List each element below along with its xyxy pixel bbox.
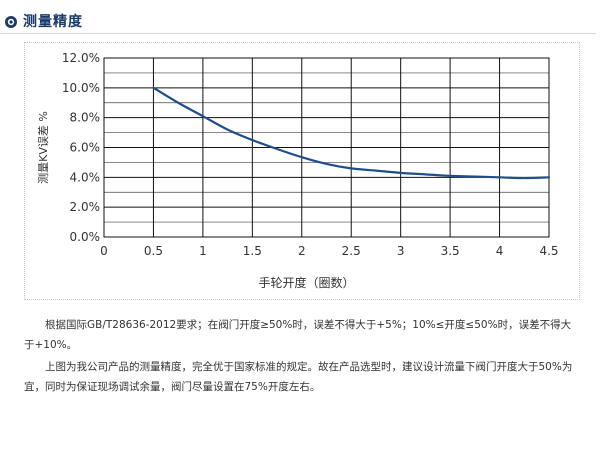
x-tick-label: 2 (298, 244, 306, 258)
x-axis-label: 手轮开度（圈数） (258, 275, 354, 290)
x-tick-label: 2.5 (342, 244, 361, 258)
y-tick-label: 10.0% (62, 81, 100, 95)
y-tick-label: 12.0% (62, 51, 100, 65)
y-tick-label: 4.0% (70, 170, 101, 184)
accuracy-series-line (152, 86, 551, 180)
section-header: 测量精度 (4, 10, 83, 32)
y-axis-label: 测量KV误差 % (36, 111, 50, 184)
description-paragraph: 上图为我公司产品的测量精度，完全优于国家标准的规定。故在产品选型时，建议设计流量… (24, 361, 573, 393)
accuracy-chart: 0.0% 2.0% 4.0% 6.0% 8.0% 10.0% 12.0% 0 0.5 1 1.5 2 2… (36, 51, 559, 290)
chart-panel: 0.0% 2.0% 4.0% 6.0% 8.0% 10.0% 12.0% 0 0.5 1 1.5 2 2… (24, 42, 580, 300)
x-tick-label: 1.5 (243, 244, 262, 258)
section-title: 测量精度 (23, 14, 83, 30)
circle-bullet-icon (4, 14, 18, 28)
x-tick-label: 0 (100, 244, 108, 258)
plot-frame (103, 57, 550, 238)
x-tick-label: 4 (496, 244, 504, 258)
x-tick-label: 4.5 (539, 244, 558, 258)
standard-paragraph: 根据国际GB/T28636-2012要求；在阀门开度≥50%时，误差不得大于+5… (24, 319, 572, 351)
y-tick-label: 2.0% (70, 200, 101, 214)
x-tick-label: 3.5 (441, 244, 460, 258)
y-tick-label: 8.0% (70, 111, 101, 125)
x-tick-label: 0.5 (144, 244, 163, 258)
y-tick-label: 6.0% (70, 141, 101, 155)
x-tick-label: 3 (397, 244, 405, 258)
header-divider (0, 33, 596, 34)
y-tick-label: 0.0% (70, 230, 101, 244)
x-tick-label: 1 (199, 244, 207, 258)
